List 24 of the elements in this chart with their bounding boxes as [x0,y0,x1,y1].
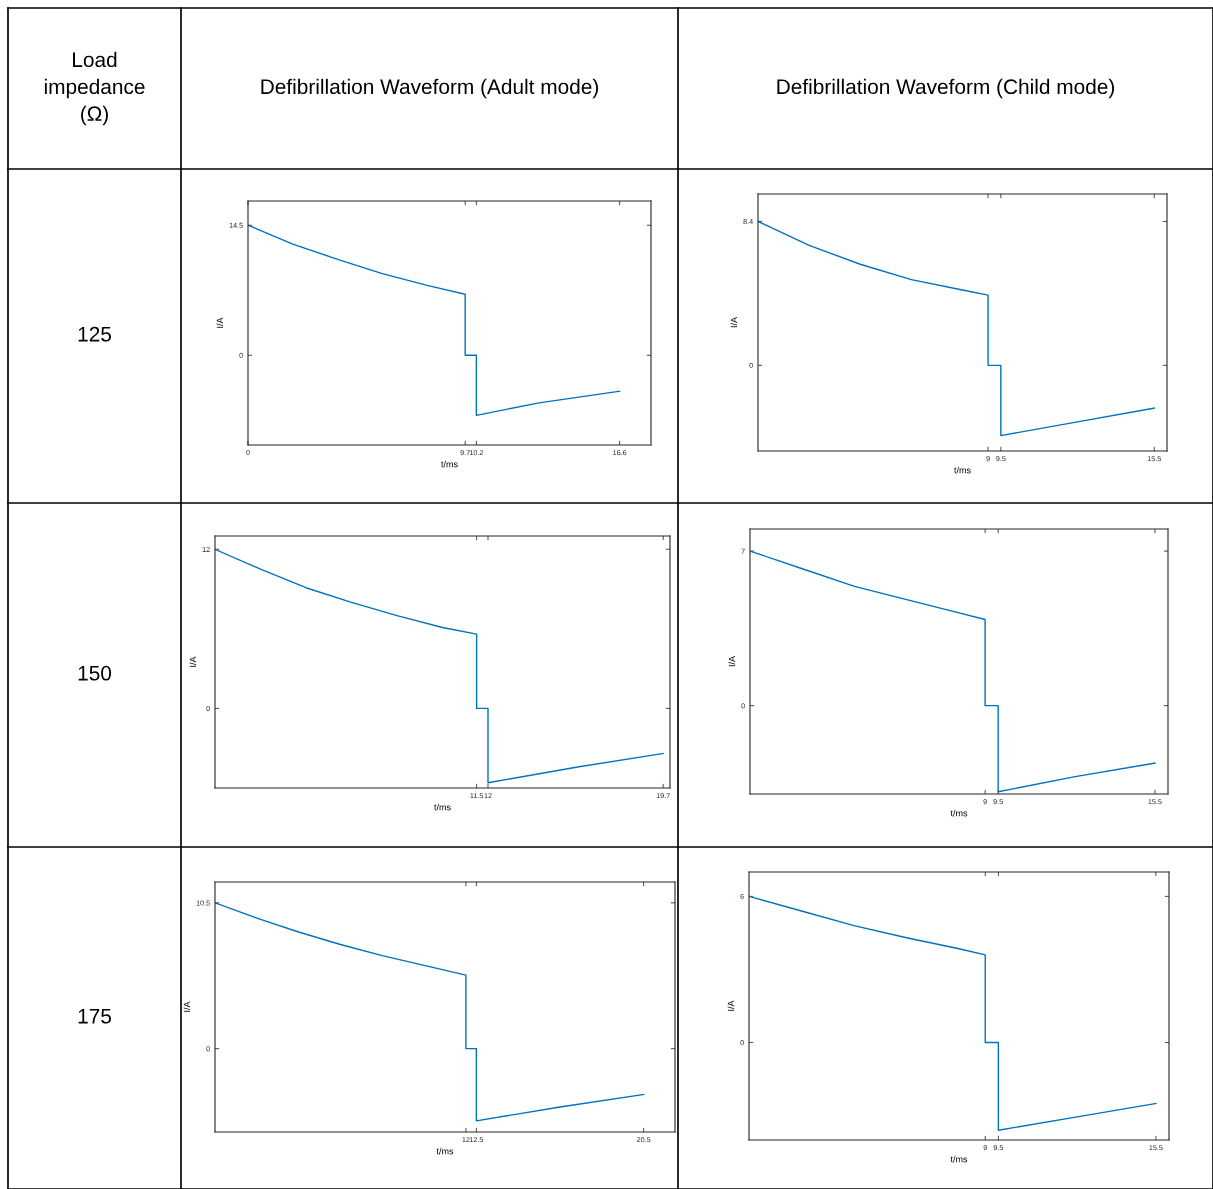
line-series [749,895,1157,1131]
line-series [750,550,1156,793]
y-axis-title: I/A [728,656,736,667]
x-axis-title: t/ms [436,1147,454,1155]
text: Load impedance (Ω) [44,51,145,126]
chart-title: Defibrillation Waveform (Child mode) [777,78,1115,99]
line-series [758,220,1155,437]
x-axis-title: t/ms [441,460,458,468]
text: 150 [78,665,112,681]
y-axis-title: I/A [189,656,197,667]
text: 125 [78,326,112,342]
x-axis-title: t/ms [434,803,451,811]
text: 175 [78,1009,112,1024]
y-axis-title: I/A [216,317,224,328]
line-series [215,548,664,784]
y-axis-title: I/A [727,1000,735,1011]
y-axis-title: I/A [183,1001,191,1012]
line-series [248,224,621,417]
x-axis-title: t/ms [954,466,971,474]
line-series [215,902,645,1122]
y-axis-title: I/A [730,317,738,328]
x-axis-title: t/ms [950,809,968,817]
chart-title: Defibrillation Waveform (Adult mode) [261,78,599,99]
x-axis-title: t/ms [950,1155,968,1163]
